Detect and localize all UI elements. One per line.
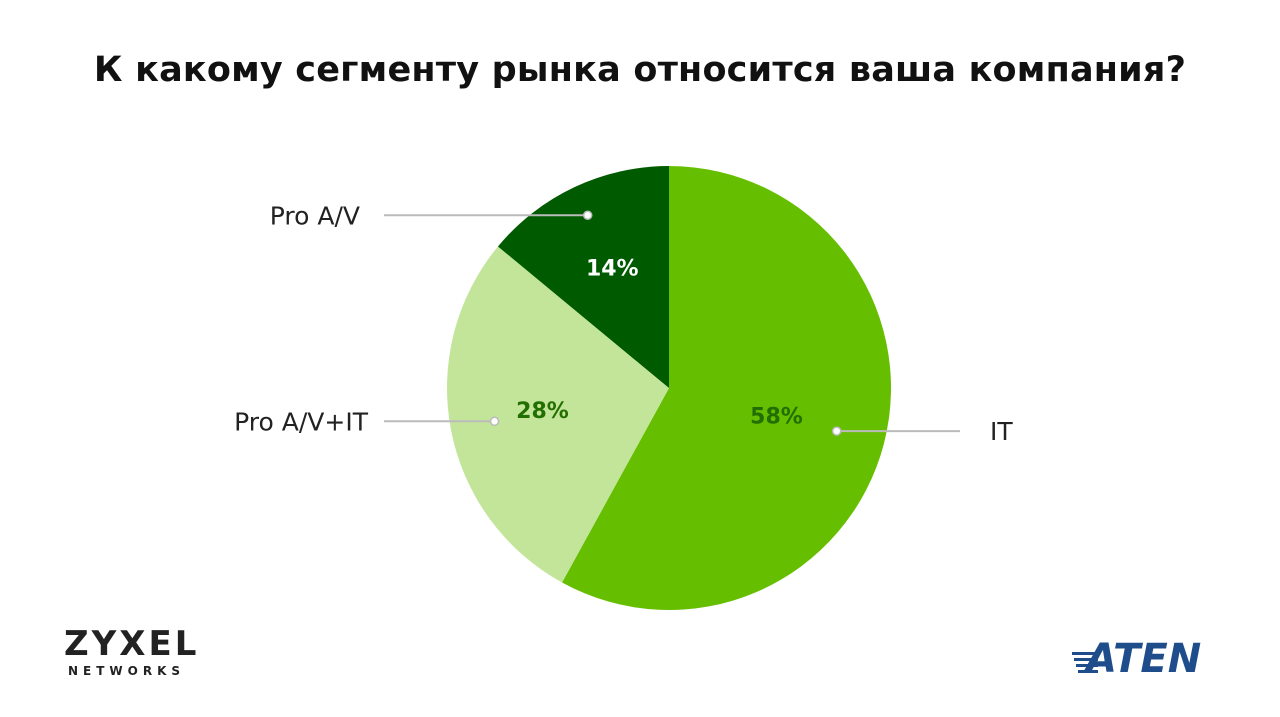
zyxel-logo-subtitle: NETWORKS [68,664,186,678]
zyxel-logo-wordmark: ZYXEL [64,624,200,664]
slice-labels: 58% IT 28% Pro A/V+IT 14% Pro A/V [234,201,1013,446]
chart-title: К какому сегменту рынка относится ваша к… [93,50,1187,90]
leader-dot [489,416,500,427]
pie-value-label: 14% [586,256,639,281]
leader-dot [831,426,842,436]
category-label: Pro A/V+IT [234,407,369,436]
pie-slices [447,166,891,610]
leader-lines [384,210,960,436]
category-label: Pro A/V [270,201,360,230]
leader-dot [582,210,593,221]
pie-value-label: 58% [750,405,803,430]
category-label: IT [990,417,1013,446]
aten-logo: ATEN [1072,636,1201,678]
zyxel-networks-logo: ZYXEL NETWORKS [64,626,204,686]
pie-slice-pro-a-v [497,166,669,388]
pie-value-label: 28% [516,399,569,424]
pie-slice-pro-a-v-it [447,246,669,583]
pie-slice-it [562,166,891,610]
aten-logo-text: ATEN [1083,636,1201,678]
